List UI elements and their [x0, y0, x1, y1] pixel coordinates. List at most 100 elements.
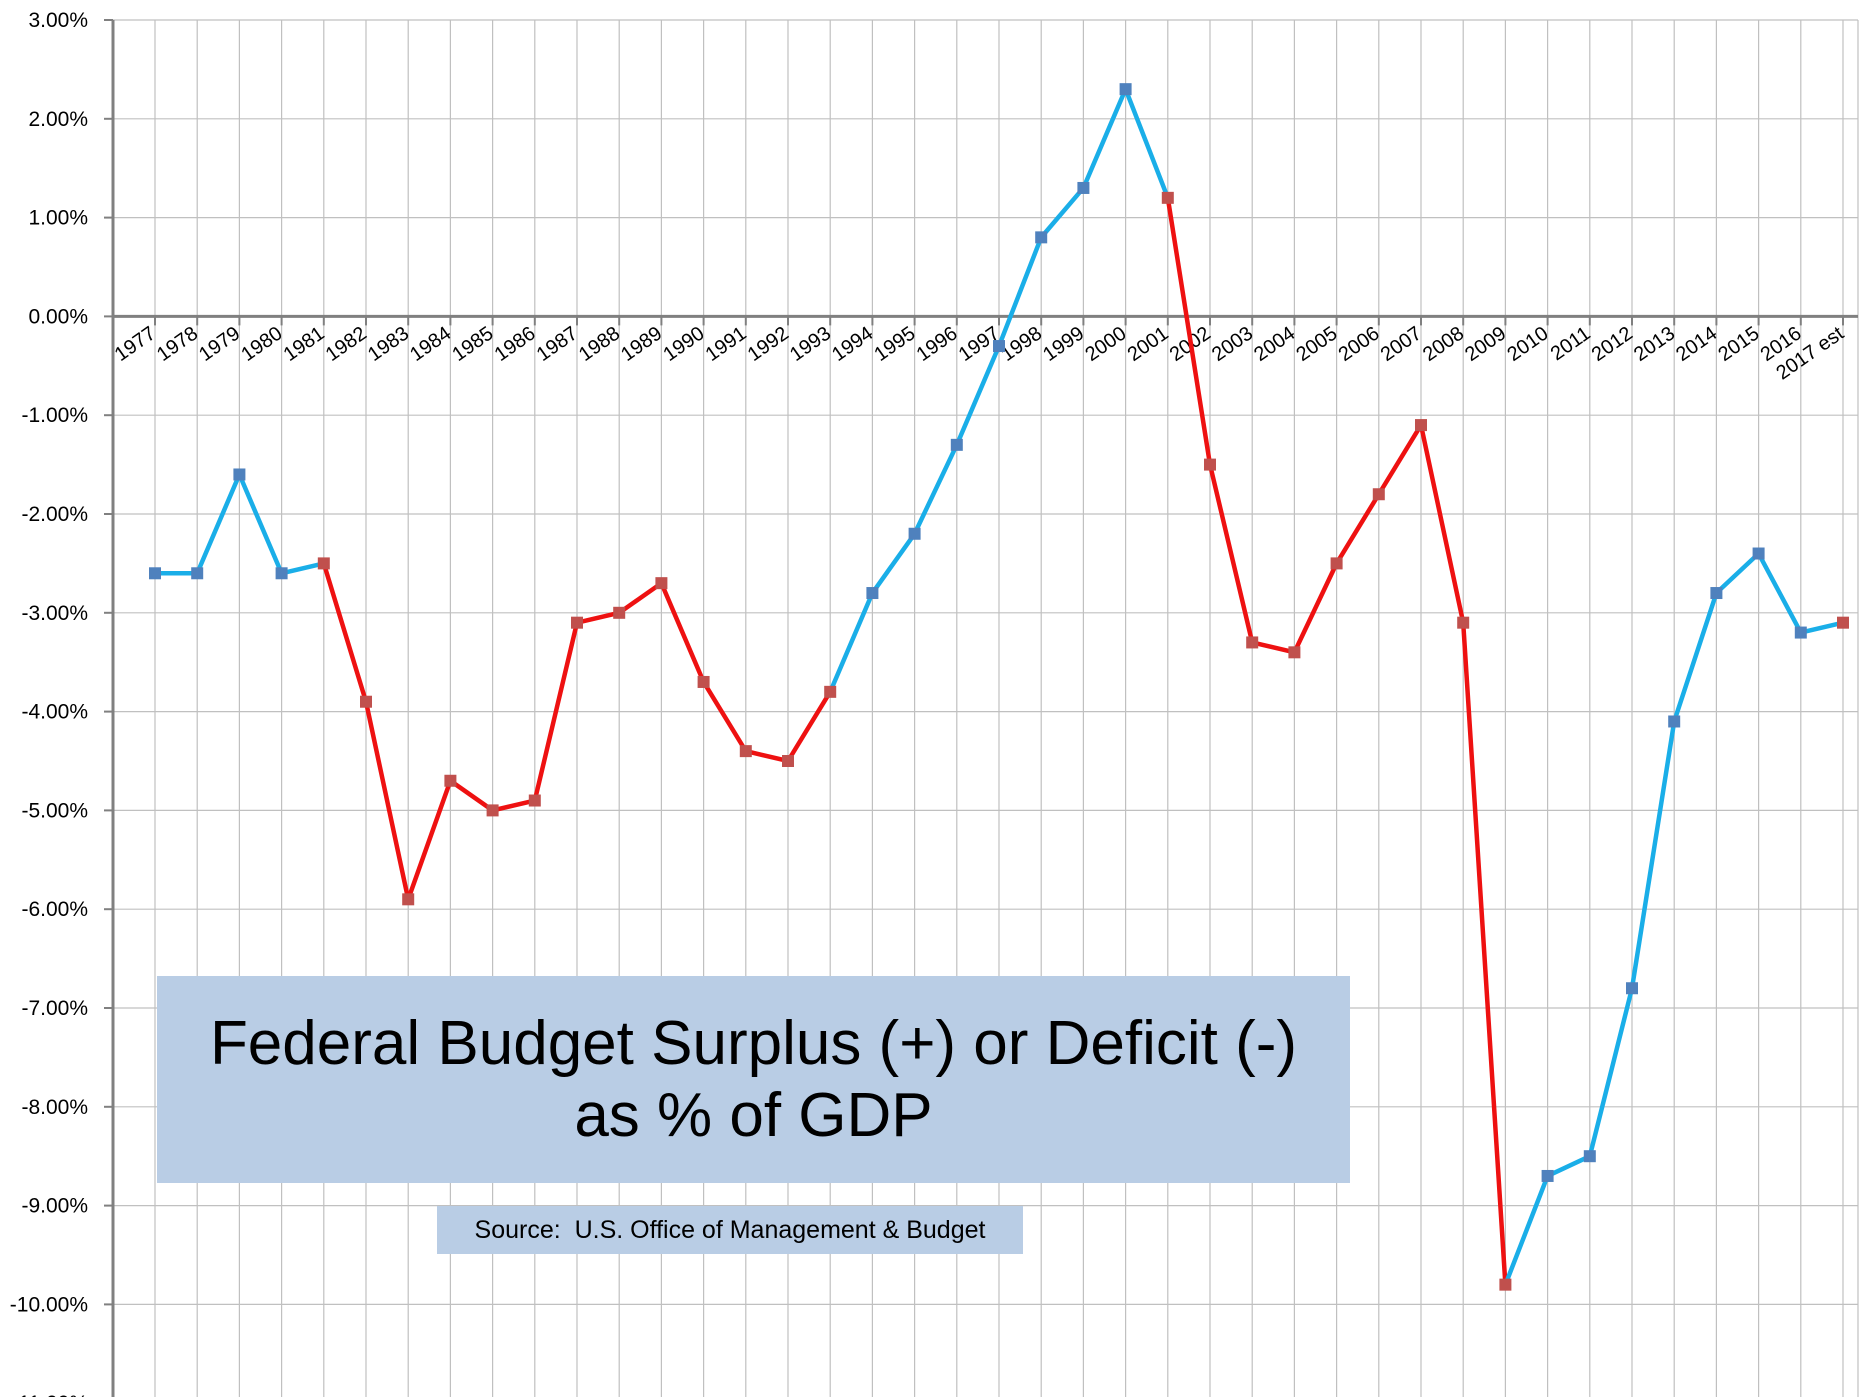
- series-segment: [659, 580, 706, 685]
- series-segment: [1587, 985, 1635, 1159]
- series-segment: [279, 561, 327, 576]
- data-point: [1626, 982, 1638, 995]
- x-tick-label: 1996: [913, 322, 962, 366]
- data-point: [1541, 1169, 1554, 1182]
- x-tick-label: 1980: [237, 322, 286, 366]
- series-segment: [321, 561, 369, 704]
- data-point: [1161, 191, 1174, 204]
- data-point: [655, 577, 668, 590]
- series-segment: [1671, 590, 1719, 724]
- series-segment: [870, 531, 917, 596]
- y-tick-label: -11.00%: [11, 1392, 88, 1397]
- chart-title-box: Federal Budget Surplus (+) or Deficit (-…: [157, 976, 1350, 1183]
- x-tick-label: 2014: [1672, 322, 1721, 366]
- x-tick-label: 1992: [744, 322, 793, 366]
- data-point: [528, 794, 541, 807]
- x-tick-label: 2008: [1419, 322, 1468, 366]
- series-segment: [237, 472, 284, 576]
- y-tick-labels: 3.00% 2.00% 1.00% 0.00% -1.00% -2.00% -3.00% -4…: [10, 9, 88, 1397]
- x-tick-label: 2015: [1714, 322, 1763, 366]
- y-tick-label: -1.00%: [21, 404, 88, 427]
- data-point: [697, 675, 710, 688]
- data-point: [317, 557, 330, 570]
- data-point: [486, 804, 499, 817]
- series-segment: [827, 590, 875, 695]
- y-tick-label: -6.00%: [21, 898, 88, 921]
- data-point: [866, 587, 879, 600]
- x-tick-label: 2003: [1208, 322, 1257, 366]
- series-segment: [1081, 86, 1128, 191]
- data-point: [824, 685, 837, 698]
- x-tick-label: 2007: [1377, 322, 1426, 366]
- source-box: Source: U.S. Office of Management & Budg…: [437, 1206, 1023, 1254]
- series-segment: [912, 442, 960, 537]
- y-tick-label: -2.00%: [21, 503, 88, 526]
- source-label: Source: U.S. Office of Management & Budg…: [474, 1215, 986, 1244]
- series-segment: [448, 778, 495, 813]
- series-segment: [996, 235, 1044, 349]
- y-tick-label: -7.00%: [21, 997, 88, 1020]
- x-tick-label: 1994: [828, 322, 877, 366]
- series-segment: [616, 580, 664, 616]
- series-segment: [1207, 462, 1255, 645]
- y-tick-label: -5.00%: [21, 799, 88, 822]
- data-point: [1837, 616, 1849, 629]
- y-tick-label: -10.00%: [10, 1293, 88, 1316]
- series-segment: [701, 679, 749, 754]
- data-point: [1246, 636, 1259, 649]
- chart-title-line-1: Federal Budget Surplus (+) or Deficit (-…: [209, 1008, 1298, 1078]
- x-tick-label: 2009: [1461, 322, 1510, 366]
- x-tick-label: 2004: [1250, 322, 1299, 366]
- grid-lines: [113, 19, 1859, 1397]
- y-tick-label: 0.00%: [28, 305, 88, 328]
- series-segment: [1629, 719, 1677, 991]
- x-tick-label: 1986: [491, 322, 540, 366]
- x-tick-label: 1999: [1039, 322, 1088, 366]
- x-tick-label: 1987: [533, 322, 582, 366]
- x-tick-label: 1990: [659, 322, 708, 366]
- y-tick-label: 2.00%: [28, 108, 88, 131]
- data-point: [191, 567, 204, 580]
- data-point: [1710, 587, 1723, 600]
- series-segment: [785, 689, 833, 764]
- x-tick-label: 1985: [448, 322, 497, 366]
- data-point: [149, 567, 161, 580]
- series-segment: [1376, 422, 1424, 497]
- data-point: [950, 438, 963, 451]
- x-tick-label: 2000: [1081, 322, 1130, 366]
- data-point: [233, 468, 246, 481]
- data-point: [993, 340, 1005, 353]
- series-markers: [149, 83, 1849, 1291]
- series-segment: [1714, 551, 1761, 596]
- series-segment: [954, 343, 1002, 448]
- series-segment: [1249, 640, 1297, 655]
- data-point: [1035, 231, 1048, 244]
- series-segment: [1334, 491, 1382, 566]
- x-tick-label: 1991: [702, 322, 751, 366]
- x-tick-label: 1984: [406, 322, 455, 366]
- data-point: [275, 567, 288, 580]
- data-point: [1077, 181, 1090, 194]
- x-tick-label: 2005: [1292, 322, 1341, 366]
- data-point: [444, 774, 457, 787]
- x-tick-label: 2012: [1588, 322, 1637, 366]
- y-tick-label: 3.00%: [28, 9, 88, 32]
- data-point: [1372, 488, 1385, 501]
- series-segment: [1292, 561, 1339, 655]
- x-tick-labels: 1977197819791980198119821983198419851986…: [111, 322, 1848, 384]
- data-point: [402, 893, 415, 906]
- series-line: [152, 86, 1846, 1287]
- x-tick-label: 1983: [364, 322, 413, 366]
- data-point: [1204, 458, 1216, 471]
- data-point: [1794, 626, 1807, 639]
- data-point: [571, 616, 583, 629]
- x-tick-label: 2013: [1630, 322, 1679, 366]
- x-tick-label: 1979: [195, 322, 244, 366]
- x-tick-label: 2001: [1124, 322, 1173, 366]
- series-segment: [1418, 422, 1466, 625]
- series-segment: [490, 798, 538, 813]
- x-tick-label: 1978: [153, 322, 202, 366]
- data-point: [613, 606, 626, 619]
- data-point: [739, 745, 752, 758]
